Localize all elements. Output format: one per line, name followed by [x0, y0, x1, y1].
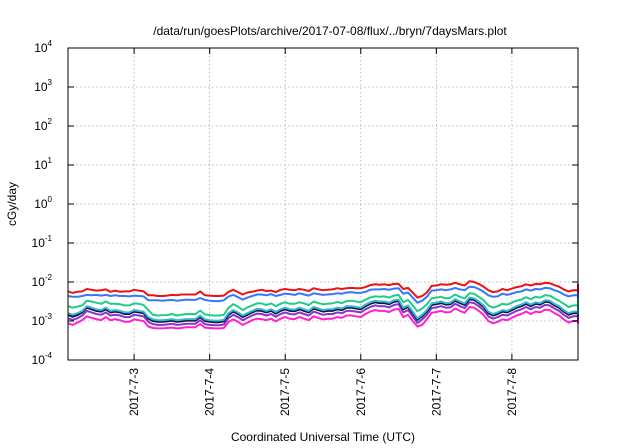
series-layer: [67, 280, 579, 330]
y-tick-base: 10: [34, 158, 48, 172]
y-tick-exponent: 0: [48, 195, 53, 204]
x-tick-label: 2017-7-5: [278, 368, 292, 416]
y-tick-label: 103: [34, 78, 52, 94]
x-tick-label: 2017-7-7: [429, 368, 443, 416]
chart-title: /data/run/goesPlots/archive/2017-07-08/f…: [153, 24, 507, 38]
y-tick-base: 10: [32, 236, 46, 250]
y-tick-label: 10-4: [32, 351, 53, 367]
y-tick-base: 10: [32, 353, 46, 367]
x-axis: 2017-7-3 2017-7-4 2017-7-5 2017-7-6 2017-7-7…: [127, 48, 519, 416]
y-tick-label: 10-1: [32, 234, 53, 250]
y-axis-label: cGy/day: [5, 182, 19, 226]
y-tick-base: 10: [32, 275, 46, 289]
y-tick-label: 102: [34, 117, 52, 133]
y-tick-base: 10: [34, 80, 48, 94]
y-tick-label: 101: [34, 156, 52, 172]
y-tick-exponent: 1: [48, 156, 53, 165]
series-line: [67, 285, 579, 304]
series-line: [67, 292, 579, 317]
x-tick-label: 2017-7-6: [354, 368, 368, 416]
x-tick-label: 2017-7-8: [505, 368, 519, 416]
y-tick-base: 10: [34, 197, 48, 211]
x-axis-label: Coordinated Universal Time (UTC): [231, 430, 415, 444]
y-tick-base: 10: [34, 41, 48, 55]
y-tick-exponent: 3: [48, 78, 53, 87]
y-tick-label: 10-3: [32, 312, 53, 328]
x-tick-label: 2017-7-4: [203, 368, 217, 416]
y-tick-label: 100: [34, 195, 52, 211]
series-line: [67, 296, 579, 322]
series-line: [67, 306, 579, 330]
y-tick-exponent: -2: [45, 273, 53, 282]
y-tick-label: 104: [34, 39, 52, 55]
y-tick-label: 10-2: [32, 273, 53, 289]
y-tick-exponent: -4: [45, 351, 53, 360]
series-line: [67, 280, 579, 299]
y-tick-base: 10: [34, 119, 48, 133]
y-tick-base: 10: [32, 314, 46, 328]
y-tick-exponent: -3: [45, 312, 53, 321]
y-tick-exponent: -1: [45, 234, 53, 243]
series-line: [67, 301, 579, 327]
y-tick-exponent: 2: [48, 117, 53, 126]
y-tick-exponent: 4: [48, 39, 53, 48]
x-tick-label: 2017-7-3: [127, 368, 141, 416]
series-line: [67, 298, 579, 324]
